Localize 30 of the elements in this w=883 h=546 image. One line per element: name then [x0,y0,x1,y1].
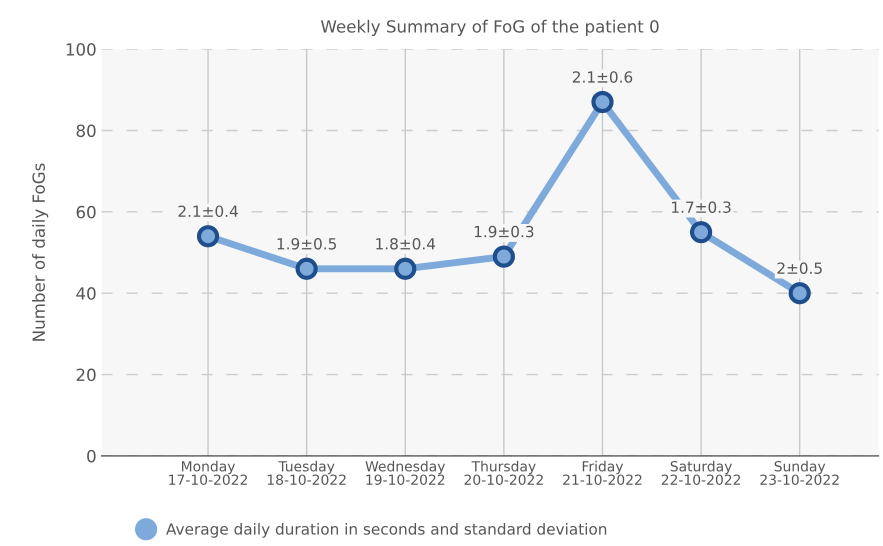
annotation: 1.9±0.5 [278,238,336,250]
annotation: 1.8±0.4 [376,238,436,250]
y-tick-label: 100 [66,43,96,56]
y-tick-label: 40 [76,287,96,300]
annotation: 2.1±0.6 [572,71,632,83]
legend-label: Average daily duration in seconds and standard deviation [166,522,606,538]
point [591,90,614,114]
chart-title: Weekly Summary of FoG of the patient 0 [320,20,659,36]
annotation: 1.9±0.3 [474,226,534,238]
x-tick-label: Wednesday 19-10-2022 [366,460,446,485]
y-axis-title: Number of daily FoGs [32,164,48,341]
x-tick-label: Thursday 20-10-2022 [464,460,543,485]
annotation: 2.1±0.4 [178,205,238,218]
y-tick-label: 80 [76,124,96,138]
point [196,225,220,248]
point [296,258,318,280]
annotation: 1.7±0.3 [672,201,731,213]
point [788,282,811,304]
x-tick-label: Tuesday 18-10-2022 [268,460,346,485]
point [492,245,515,268]
y-tick-label: 60 [76,206,96,218]
y-tick-label: 20 [76,368,96,382]
point [394,258,416,280]
y-tick-label: 0 [87,450,96,462]
point [690,221,712,244]
annotation: 2±0.5 [777,262,822,274]
x-tick-label: Saturday 22-10-2022 [662,460,740,485]
x-tick-label: Friday 21-10-2022 [563,460,642,485]
x-tick-label: Monday 17-10-2022 [169,460,248,485]
x-tick-label: Sunday 23-10-2022 [760,460,839,485]
